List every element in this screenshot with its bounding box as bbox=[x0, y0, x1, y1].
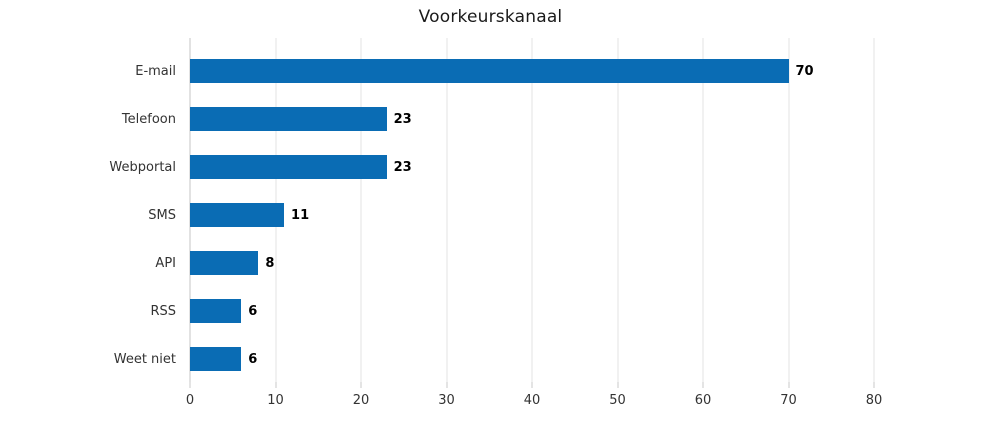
x-tick-label: 70 bbox=[780, 393, 797, 408]
x-tick-mark bbox=[531, 382, 533, 388]
category-label: SMS bbox=[148, 207, 176, 223]
bar-rss[interactable] bbox=[190, 299, 242, 323]
x-tick-mark bbox=[702, 382, 704, 388]
x-tick-mark bbox=[275, 382, 276, 388]
value-label: 11 bbox=[291, 207, 310, 223]
x-tick-label: 10 bbox=[267, 393, 284, 408]
chart-title: Voorkeurskanaal bbox=[418, 7, 563, 27]
bar-rows: E-mail 70 Telefoon 23 Webportal 23 SMS 11 API 8 RS… bbox=[109, 38, 874, 383]
x-tick-mark bbox=[360, 382, 362, 388]
grid-line bbox=[446, 38, 447, 382]
bar-telefoon[interactable] bbox=[190, 107, 387, 131]
x-tick-label: 30 bbox=[438, 393, 455, 408]
x-tick-label: 40 bbox=[523, 393, 541, 408]
x-tick-mark bbox=[873, 382, 875, 388]
grid-line bbox=[617, 38, 618, 382]
category-label: Webportal bbox=[109, 159, 176, 175]
grid-line bbox=[702, 38, 704, 382]
bar-row: Webportal 23 bbox=[109, 143, 874, 191]
x-tick-mark bbox=[788, 382, 789, 388]
category-label: Weet niet bbox=[113, 351, 176, 367]
grid-line bbox=[788, 38, 789, 382]
bar-api[interactable] bbox=[190, 251, 259, 275]
bar-row: API 8 bbox=[155, 239, 874, 287]
grid-line bbox=[531, 38, 533, 382]
bar-row: SMS 11 bbox=[148, 191, 874, 239]
category-label: E-mail bbox=[135, 63, 176, 79]
bar-row: RSS 6 bbox=[150, 287, 874, 335]
grid-line bbox=[873, 38, 875, 382]
bar-row: Weet niet 6 bbox=[114, 335, 874, 383]
bar-weet-niet[interactable] bbox=[190, 347, 242, 371]
x-tick-mark bbox=[446, 382, 447, 388]
value-label: 70 bbox=[795, 63, 814, 79]
plot-area: E-mail 70 Telefoon 23 Webportal 23 SMS 11 API 8 RS… bbox=[109, 38, 875, 383]
bar-row: Telefoon 23 bbox=[122, 95, 874, 143]
category-label: RSS bbox=[150, 303, 176, 319]
value-label: 8 bbox=[265, 255, 275, 271]
grid-line bbox=[360, 38, 362, 382]
x-tick-mark bbox=[617, 382, 618, 388]
x-tick-label: 50 bbox=[609, 393, 626, 408]
x-tick-mark bbox=[189, 382, 191, 388]
category-label: Telefoon bbox=[121, 111, 176, 127]
bar-sms[interactable] bbox=[190, 203, 285, 227]
value-label: 23 bbox=[393, 111, 412, 127]
x-tick-label: 60 bbox=[694, 393, 712, 408]
x-tick-label: 0 bbox=[185, 393, 195, 408]
bar-e-mail[interactable] bbox=[190, 59, 789, 83]
value-label: 6 bbox=[248, 303, 258, 319]
x-axis: 0 10 20 30 40 50 60 70 80 bbox=[186, 382, 882, 422]
category-label: API bbox=[155, 255, 176, 271]
value-label: 6 bbox=[248, 351, 258, 367]
bar-webportal[interactable] bbox=[190, 155, 387, 179]
x-tick-label: 20 bbox=[352, 393, 370, 408]
x-tick-label: 80 bbox=[865, 393, 883, 408]
bar-row: E-mail 70 bbox=[135, 47, 874, 95]
value-label: 23 bbox=[393, 159, 412, 175]
